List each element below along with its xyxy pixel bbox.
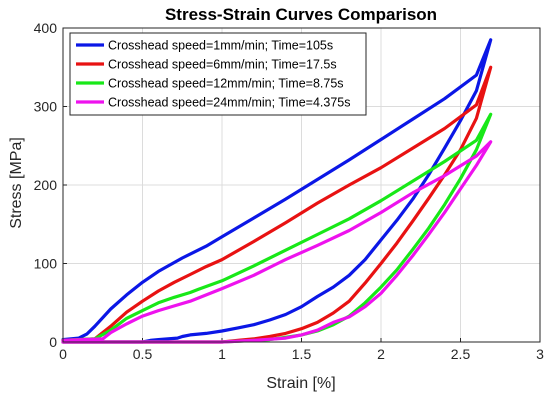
x-tick-label: 1.5 (292, 346, 312, 362)
legend-label: Crosshead speed=6mm/min; Time=17.5s (108, 58, 337, 72)
legend-box (69, 32, 367, 116)
x-axis-label: Strain [%] (266, 375, 335, 392)
x-tick-label: 3 (536, 346, 544, 362)
x-tick-label: 2 (377, 346, 385, 362)
y-axis-label: Stress [MPa] (8, 137, 25, 229)
y-tick-label: 0 (49, 334, 57, 350)
series-group (61, 38, 493, 344)
x-tick-label: 0.5 (133, 346, 153, 362)
plot-frame (62, 27, 541, 343)
legend-label: Crosshead speed=12mm/min; Time=8.75s (108, 77, 344, 91)
series-line-4 (61, 140, 493, 344)
series-line-1 (61, 38, 493, 344)
y-tick-label: 300 (34, 99, 58, 115)
series-line-2 (61, 65, 493, 344)
axes: 0 0.5 1 1.5 2 2.5 3 0 100 200 300 400 (34, 20, 544, 362)
x-tick-label: 2.5 (451, 346, 471, 362)
x-tick-label: 1 (218, 346, 226, 362)
y-tick-label: 400 (34, 20, 58, 36)
legend-label: Crosshead speed=1mm/min; Time=105s (108, 39, 333, 53)
chart-title: Stress-Strain Curves Comparison (165, 5, 437, 24)
legend-label: Crosshead speed=24mm/min; Time=4.375s (108, 96, 351, 110)
y-tick-label: 100 (34, 256, 58, 272)
legend: Crosshead speed=1mm/min; Time=105s Crossh… (69, 32, 367, 116)
x-tick-label: 0 (59, 346, 67, 362)
y-tick-label: 200 (34, 177, 58, 193)
